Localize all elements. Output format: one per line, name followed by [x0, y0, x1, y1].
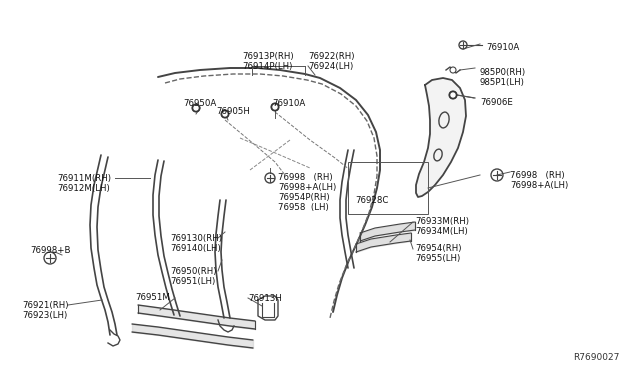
Text: 985P1(LH): 985P1(LH) [480, 78, 525, 87]
Text: 76950A: 76950A [183, 99, 216, 108]
Circle shape [273, 105, 277, 109]
Text: 76910A: 76910A [272, 99, 305, 108]
Text: 76998+B: 76998+B [30, 246, 70, 255]
Text: 76928C: 76928C [355, 196, 388, 205]
Text: 76958  (LH): 76958 (LH) [278, 203, 329, 212]
Text: 76924(LH): 76924(LH) [308, 62, 353, 71]
Circle shape [451, 93, 455, 97]
Circle shape [223, 112, 227, 116]
Text: 76950(RH): 76950(RH) [170, 267, 216, 276]
Text: 76998+A(LH): 76998+A(LH) [510, 181, 568, 190]
Circle shape [194, 106, 198, 110]
Text: 76912M(LH): 76912M(LH) [57, 184, 109, 193]
Circle shape [192, 104, 200, 112]
Text: 76914P(LH): 76914P(LH) [242, 62, 292, 71]
Text: 985P0(RH): 985P0(RH) [480, 68, 526, 77]
Text: 769130(RH): 769130(RH) [170, 234, 222, 243]
Text: 76906E: 76906E [480, 98, 513, 107]
Text: 76922(RH): 76922(RH) [308, 52, 355, 61]
Text: 769140(LH): 769140(LH) [170, 244, 221, 253]
Text: 76954(RH): 76954(RH) [415, 244, 461, 253]
Text: 76913P(RH): 76913P(RH) [242, 52, 294, 61]
Text: 76913H: 76913H [248, 294, 282, 303]
Circle shape [449, 91, 457, 99]
Text: 76955(LH): 76955(LH) [415, 254, 460, 263]
Text: 76921(RH): 76921(RH) [22, 301, 68, 310]
Text: 76951(LH): 76951(LH) [170, 277, 215, 286]
Circle shape [450, 67, 456, 73]
Text: 76934M(LH): 76934M(LH) [415, 227, 468, 236]
Bar [348, 162, 428, 214]
Text: 76954P(RH): 76954P(RH) [278, 193, 330, 202]
Circle shape [271, 103, 279, 111]
Text: 76905H: 76905H [216, 107, 250, 116]
Text: 76923(LH): 76923(LH) [22, 311, 67, 320]
Text: R7690027: R7690027 [573, 353, 620, 362]
Text: 76951M: 76951M [135, 293, 170, 302]
Circle shape [221, 110, 229, 118]
Text: 76933M(RH): 76933M(RH) [415, 217, 469, 226]
Polygon shape [416, 78, 466, 197]
Text: 76998+A(LH): 76998+A(LH) [278, 183, 336, 192]
Text: 76998   (RH): 76998 (RH) [510, 171, 564, 180]
Text: 76911M(RH): 76911M(RH) [57, 174, 111, 183]
Text: 76910A: 76910A [486, 43, 519, 52]
Text: 76998   (RH): 76998 (RH) [278, 173, 333, 182]
